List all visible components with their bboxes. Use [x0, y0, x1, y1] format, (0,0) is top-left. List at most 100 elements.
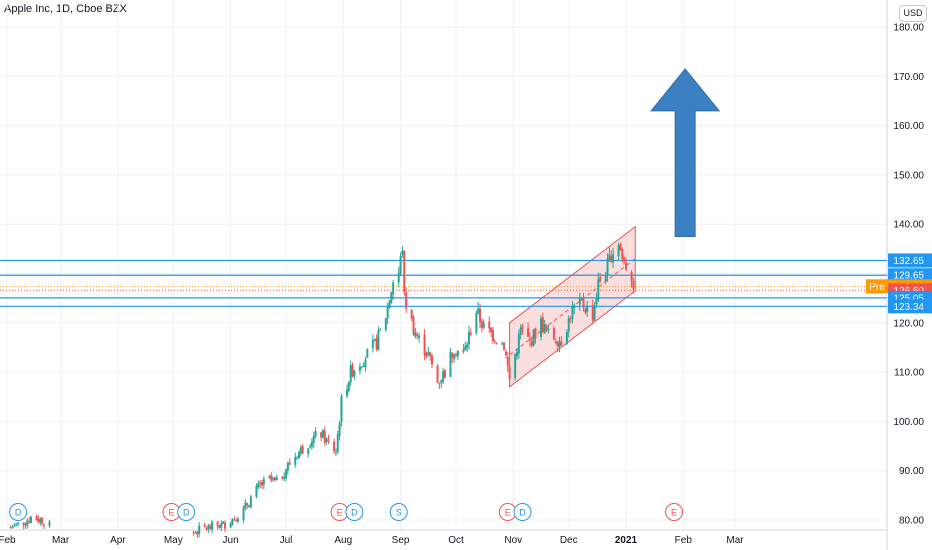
price-label-bg — [888, 299, 932, 314]
price-label-level: 123.34 — [888, 299, 932, 314]
event-marker-dividend[interactable]: D — [9, 503, 28, 521]
candle-body — [582, 298, 585, 308]
candle-body — [480, 320, 483, 328]
y-tick-label: 140.00 — [893, 220, 924, 231]
candle-body — [514, 354, 517, 378]
candle-body — [235, 520, 238, 522]
candle-body — [24, 523, 27, 525]
candle-body — [416, 334, 419, 336]
candle-body — [414, 332, 417, 337]
x-tick-label: Nov — [504, 535, 522, 546]
candle-body — [490, 327, 493, 333]
candle-body — [567, 318, 570, 332]
candle-body — [521, 326, 524, 330]
candle-body — [39, 518, 42, 523]
event-letter: E — [505, 508, 511, 518]
y-tick-label: 90.00 — [899, 466, 924, 477]
candle-body — [515, 352, 518, 357]
candle-body — [314, 431, 317, 437]
candle-body — [586, 305, 589, 313]
event-circle — [177, 503, 196, 521]
pre-tag-text: Pre — [869, 282, 885, 293]
candle-body — [312, 436, 315, 443]
event-circle — [345, 503, 364, 521]
candle-body — [552, 327, 555, 340]
candle-body — [294, 456, 297, 466]
event-marker-split[interactable]: S — [389, 503, 408, 521]
candle-body — [608, 254, 611, 261]
x-tick-label: Mar — [726, 535, 744, 546]
candle-body — [211, 521, 214, 530]
candle-body — [347, 381, 350, 391]
candle-body — [540, 318, 543, 337]
candles — [9, 242, 635, 538]
candle-body — [362, 365, 365, 367]
candle-body — [623, 258, 626, 262]
candle-body — [390, 292, 393, 303]
candle-body — [493, 341, 496, 343]
candle-body — [285, 469, 288, 479]
candle-body — [565, 331, 568, 345]
event-marker-dividend[interactable]: D — [177, 503, 196, 521]
candle-body — [192, 532, 195, 534]
candle-body — [403, 250, 406, 293]
candle-body — [218, 525, 221, 528]
candle-body — [545, 325, 548, 331]
candle-body — [612, 254, 615, 263]
candle-body — [257, 483, 260, 488]
candle-body — [259, 482, 262, 484]
currency-button[interactable]: USD — [899, 5, 927, 22]
event-marker-dividend[interactable]: D — [513, 503, 532, 521]
x-tick-label: Apr — [110, 535, 126, 546]
candle-body — [248, 505, 251, 507]
price-label-text: 132.65 — [893, 256, 924, 267]
chart-title: Apple Inc, 1D, Cboe BZX — [4, 3, 127, 15]
candle-body — [301, 446, 304, 454]
x-tick-label: Feb — [675, 535, 693, 546]
price-label-level: 129.65 — [888, 268, 932, 283]
candle-body — [30, 517, 33, 523]
candle-body — [205, 527, 208, 530]
candle-body — [625, 262, 628, 270]
price-label-level: 132.65 — [888, 253, 932, 268]
price-label-bg — [888, 253, 932, 268]
candle-body — [462, 349, 465, 352]
candle-body — [595, 297, 598, 305]
candle-body — [327, 439, 330, 441]
candle-body — [449, 351, 452, 377]
candle-body — [260, 482, 263, 486]
event-letter: D — [351, 508, 358, 518]
candle-body — [469, 332, 472, 335]
candle-body — [436, 365, 439, 383]
candle-body — [560, 341, 563, 346]
candle-body — [246, 503, 249, 506]
candle-body — [571, 306, 574, 320]
candle-body — [504, 351, 507, 356]
x-tick-label: May — [164, 535, 183, 546]
pre-tag-bg — [866, 279, 888, 294]
candle-body — [453, 354, 456, 360]
y-tick-label: 100.00 — [893, 417, 924, 428]
y-tick-label: 160.00 — [893, 121, 924, 132]
candle-body — [323, 430, 326, 443]
candle-body — [198, 525, 201, 534]
event-marker-dividend[interactable]: D — [345, 503, 364, 521]
candle-body — [388, 300, 391, 309]
x-tick-label: Sep — [392, 535, 410, 546]
candle-body — [351, 365, 354, 377]
candle-body — [543, 324, 546, 334]
event-marker-earnings[interactable]: E — [162, 503, 181, 521]
candle-body — [530, 341, 533, 346]
candle-body — [569, 319, 572, 321]
candle-body — [517, 334, 520, 354]
candle-body — [617, 244, 620, 257]
event-marker-earnings[interactable]: E — [665, 503, 684, 521]
candle-body — [224, 522, 227, 529]
candle-body — [13, 524, 16, 527]
candle-body — [297, 452, 300, 459]
candle-body — [310, 442, 313, 448]
candle-body — [307, 448, 310, 454]
candle-body — [244, 502, 247, 508]
candle-body — [309, 446, 312, 448]
